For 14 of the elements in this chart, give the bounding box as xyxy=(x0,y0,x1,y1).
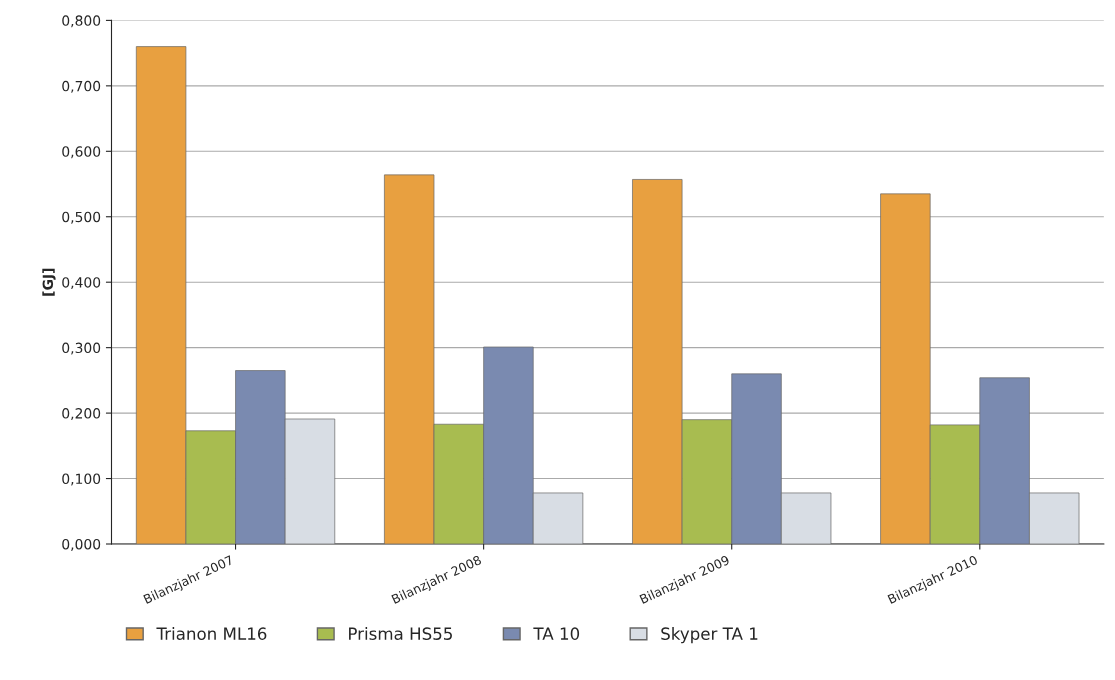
y-tick-label: 0,300 xyxy=(62,342,101,355)
y-tick-label: 0,500 xyxy=(62,211,101,224)
y-axis-title: [GJ] xyxy=(42,268,56,296)
y-tick-label: 0,000 xyxy=(62,538,101,551)
y-tick-label: 0,600 xyxy=(62,146,101,159)
y-tick-label: 0,100 xyxy=(62,473,101,486)
y-tick-label: 0,400 xyxy=(62,277,101,290)
legend-label: Trianon ML16 xyxy=(156,627,267,640)
legend-label: Prisma HS55 xyxy=(349,627,452,640)
y-tick-label: 0,800 xyxy=(62,15,101,28)
legend-label: TA 10 xyxy=(533,627,580,640)
legend-label: Skyper TA 1 xyxy=(661,627,758,644)
y-tick-label: 0,700 xyxy=(62,80,101,93)
y-tick-label: 0,200 xyxy=(62,408,101,420)
